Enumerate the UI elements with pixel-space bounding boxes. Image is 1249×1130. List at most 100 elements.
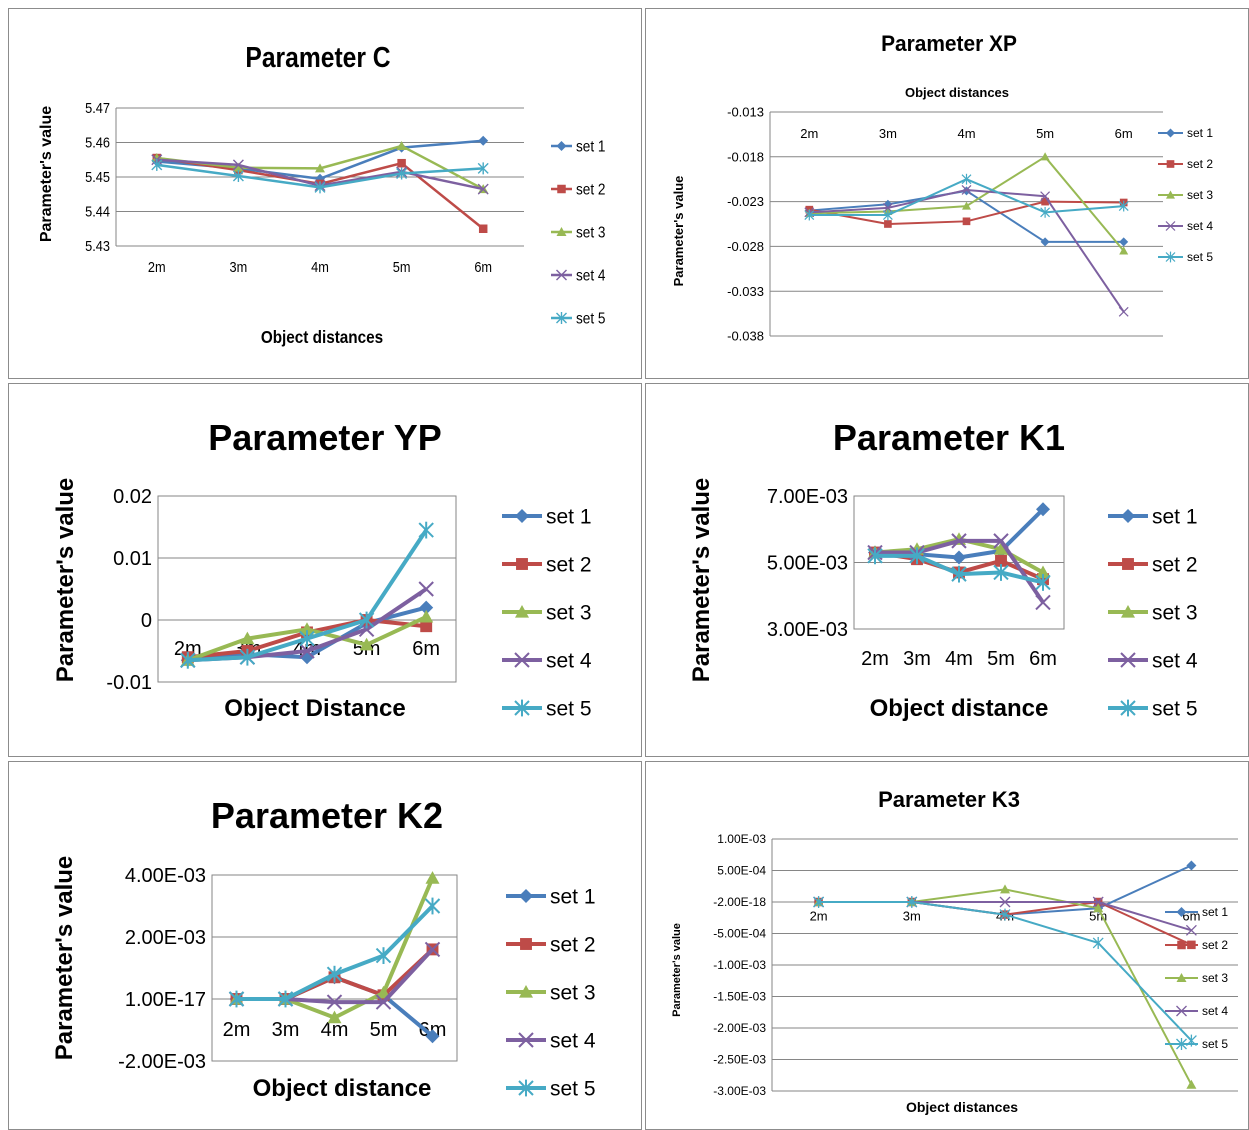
y-tick-label: -0.018 bbox=[727, 149, 764, 164]
legend-label: set 1 bbox=[1187, 126, 1213, 140]
legend-entry: set 1 bbox=[502, 505, 592, 528]
y-axis-title: Parameter's value bbox=[688, 478, 715, 683]
series-5 bbox=[867, 547, 1051, 591]
legend-entry: set 1 bbox=[1158, 126, 1213, 140]
y-tick-label: 2.00E-03 bbox=[125, 927, 206, 949]
y-tick-label: 0.01 bbox=[113, 548, 152, 570]
chart-panel-k2: Parameter K2 -2.00E-03 1.00E-17 2.00E-03 4.0… bbox=[8, 761, 642, 1130]
x-marker bbox=[375, 994, 392, 1010]
chart-panel-yp: Parameter YP-0.0100.010.022m3m4m5m6mObje… bbox=[8, 383, 642, 757]
triangle-marker bbox=[1000, 884, 1010, 894]
x-marker bbox=[1092, 896, 1104, 908]
legend-entry: set 2 bbox=[1108, 553, 1198, 576]
triangle-marker bbox=[1121, 605, 1135, 618]
legend-label: set 1 bbox=[576, 139, 605, 156]
legend-entry: set 3 bbox=[1158, 188, 1213, 202]
x-axis-title: Object distance bbox=[870, 695, 1049, 722]
y-axis-title: Parameter's value bbox=[671, 176, 686, 287]
y-tick-label: -3.00E-03 bbox=[713, 1084, 766, 1098]
chart-svg-yp: Parameter YP-0.0100.010.022m3m4m5m6mObje… bbox=[52, 417, 592, 722]
y-axis-title: Parameter's value bbox=[38, 106, 55, 242]
legend-entry: set 3 bbox=[1165, 971, 1228, 985]
triangle-marker bbox=[359, 637, 374, 651]
square-marker bbox=[962, 217, 971, 226]
y-tick-label: -0.023 bbox=[727, 194, 764, 209]
legend-label: set 1 bbox=[1152, 505, 1198, 528]
legend-entry: set 4 bbox=[1158, 219, 1213, 233]
x-tick-label: 4m bbox=[311, 258, 329, 275]
series-line bbox=[236, 904, 434, 1001]
triangle-marker bbox=[425, 871, 440, 884]
series-4 bbox=[867, 533, 1051, 611]
triangle-marker bbox=[515, 605, 529, 618]
x-tick-label: 2m bbox=[800, 126, 818, 141]
y-tick-label: 1.00E-17 bbox=[125, 989, 206, 1011]
square-marker bbox=[1177, 940, 1186, 950]
legend-label: set 2 bbox=[1187, 157, 1213, 171]
diamond-marker bbox=[1176, 907, 1187, 917]
legend-label: set 5 bbox=[1202, 1037, 1228, 1051]
x-marker bbox=[1040, 191, 1051, 202]
legend-label: set 3 bbox=[576, 225, 605, 242]
y-tick-label: 0 bbox=[141, 610, 152, 632]
y-tick-label: -0.028 bbox=[727, 239, 764, 254]
triangle-marker bbox=[1119, 246, 1129, 255]
legend-label: set 1 bbox=[1202, 905, 1228, 919]
y-tick-label: -0.013 bbox=[727, 105, 764, 120]
x-tick-label: 3m bbox=[903, 908, 921, 923]
series-3 bbox=[180, 609, 434, 666]
diamond-marker bbox=[952, 550, 966, 565]
legend-entry: set 5 bbox=[506, 1077, 596, 1100]
x-tick-label: 4m bbox=[321, 1019, 349, 1041]
legend-label: set 2 bbox=[1202, 938, 1228, 952]
square-marker bbox=[420, 620, 433, 633]
legend-entry: set 1 bbox=[506, 885, 596, 908]
legend-label: set 3 bbox=[1202, 971, 1228, 985]
legend-label: set 5 bbox=[1187, 250, 1213, 264]
series-2 bbox=[814, 897, 1196, 950]
triangle-marker bbox=[1040, 152, 1050, 161]
series-line bbox=[809, 189, 1124, 243]
x-axis-title: Object distances bbox=[905, 85, 1009, 100]
y-tick-label: -1.00E-03 bbox=[713, 958, 766, 972]
x-tick-label: 6m bbox=[412, 638, 440, 660]
legend-entry: set 4 bbox=[1108, 649, 1198, 672]
diamond-marker bbox=[1121, 509, 1135, 523]
x-tick-label: 6m bbox=[1115, 126, 1133, 141]
series-5 bbox=[228, 897, 441, 1008]
y-tick-label: 3.00E-03 bbox=[767, 619, 848, 641]
x-axis-title: Object distances bbox=[906, 1099, 1018, 1115]
triangle-marker bbox=[1036, 565, 1050, 579]
x-tick-label: 5m bbox=[393, 258, 411, 275]
y-tick-label: -0.033 bbox=[727, 284, 764, 299]
legend-label: set 2 bbox=[576, 182, 605, 199]
diamond-marker bbox=[1119, 237, 1129, 247]
x-marker bbox=[477, 183, 489, 195]
triangle-marker bbox=[396, 140, 407, 150]
y-tick-label: -0.038 bbox=[727, 329, 764, 344]
chart-svg-c: Parameter C 5.43 5.44 5.45 5.46 5.47 2m 3m 4m 5m 6… bbox=[38, 41, 605, 347]
legend-entry: set 5 bbox=[551, 311, 605, 328]
x-tick-label: 6m bbox=[474, 258, 492, 275]
legend-entry: set 2 bbox=[502, 553, 592, 576]
diamond-marker bbox=[1186, 860, 1197, 871]
series-line bbox=[156, 139, 484, 180]
legend-entry: set 4 bbox=[1165, 1004, 1228, 1018]
diamond-marker bbox=[419, 600, 434, 615]
chart-svg-k3: Parameter K3 -3.00E-03 -2.50E-03 -2.00E-03 -… bbox=[671, 787, 1238, 1115]
x-marker bbox=[424, 941, 441, 958]
triangle-marker bbox=[376, 985, 391, 999]
x-marker bbox=[961, 185, 972, 195]
legend-label: set 4 bbox=[1152, 649, 1198, 672]
x-marker bbox=[1185, 924, 1197, 936]
legend-label: set 4 bbox=[546, 649, 592, 672]
triangle-marker bbox=[556, 227, 567, 236]
chart-title: Parameter K1 bbox=[833, 417, 1065, 458]
legend-entry: set 2 bbox=[551, 182, 605, 199]
triangle-marker bbox=[994, 542, 1008, 555]
y-tick-label: 5.43 bbox=[85, 237, 110, 254]
x-tick-label: 5m bbox=[1036, 126, 1054, 141]
square-marker bbox=[1122, 558, 1134, 570]
y-tick-label: -2.00E-03 bbox=[713, 1021, 766, 1035]
y-tick-label: 5.44 bbox=[85, 203, 110, 220]
